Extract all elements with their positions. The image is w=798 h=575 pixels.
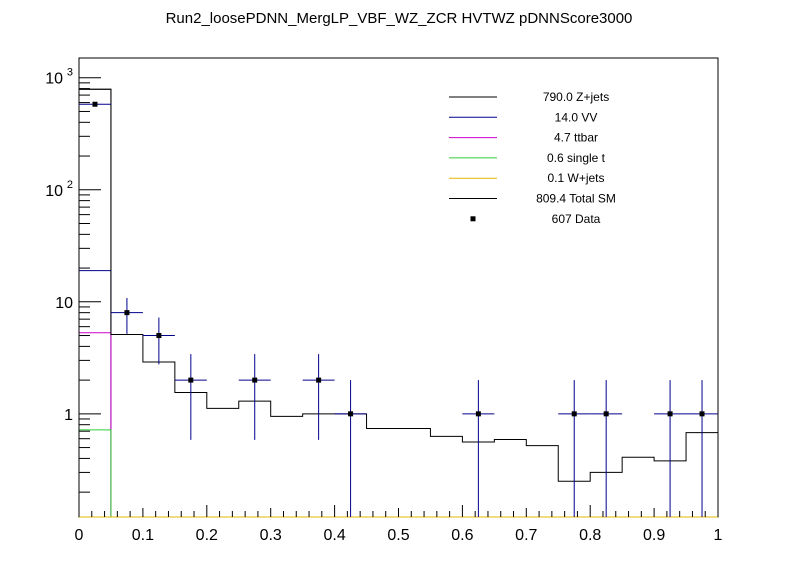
- legend-label: 607 Data: [552, 212, 601, 226]
- x-tick-label: 0.9: [643, 527, 665, 544]
- data-point: [348, 411, 354, 417]
- y-tick-label: 10: [45, 183, 63, 200]
- data-point: [92, 101, 98, 107]
- data-point: [603, 411, 609, 417]
- x-tick-label: 0.1: [132, 527, 154, 544]
- x-tick-label: 0.8: [579, 527, 601, 544]
- data-point: [667, 411, 673, 417]
- x-tick-label: 0.3: [260, 527, 282, 544]
- data-point: [475, 411, 481, 417]
- series-vv: [78, 270, 718, 518]
- series-single-t: [78, 429, 718, 518]
- data-point: [571, 411, 577, 417]
- x-tick-label: 1: [714, 527, 723, 544]
- data-point: [124, 310, 130, 316]
- x-tick-label: 0.4: [323, 527, 345, 544]
- series-z-jets: [78, 88, 718, 518]
- x-tick-label: 0.5: [387, 527, 409, 544]
- y-tick-label: 1: [64, 407, 73, 424]
- y-tick-label: 10: [45, 71, 63, 88]
- legend-label: 0.6 single t: [547, 151, 606, 165]
- data-point: [699, 411, 705, 417]
- chart-title: Run2_loosePDNN_MergLP_VBF_WZ_ZCR HVTWZ p…: [165, 10, 633, 27]
- data-point: [316, 377, 322, 383]
- x-tick-label: 0: [75, 527, 84, 544]
- data-point: [156, 333, 162, 339]
- legend-marker: [470, 216, 476, 222]
- legend-label: 809.4 Total SM: [536, 192, 616, 206]
- plot-frame: [78, 57, 719, 518]
- x-tick-label: 0.6: [451, 527, 473, 544]
- legend-label: 790.0 Z+jets: [543, 90, 609, 104]
- x-tick-label: 0.2: [196, 527, 218, 544]
- y-tick-exponent: 2: [67, 179, 73, 191]
- legend-label: 14.0 VV: [555, 110, 598, 124]
- y-tick-exponent: 3: [67, 67, 73, 79]
- legend-label: 0.1 W+jets: [547, 171, 604, 185]
- legend-label: 4.7 ttbar: [554, 131, 598, 145]
- data-point: [188, 377, 194, 383]
- data-point: [252, 377, 258, 383]
- series-ttbar: [78, 332, 718, 518]
- x-tick-label: 0.7: [515, 527, 537, 544]
- y-tick-label: 10: [55, 295, 73, 312]
- series-total-sm: [78, 88, 718, 517]
